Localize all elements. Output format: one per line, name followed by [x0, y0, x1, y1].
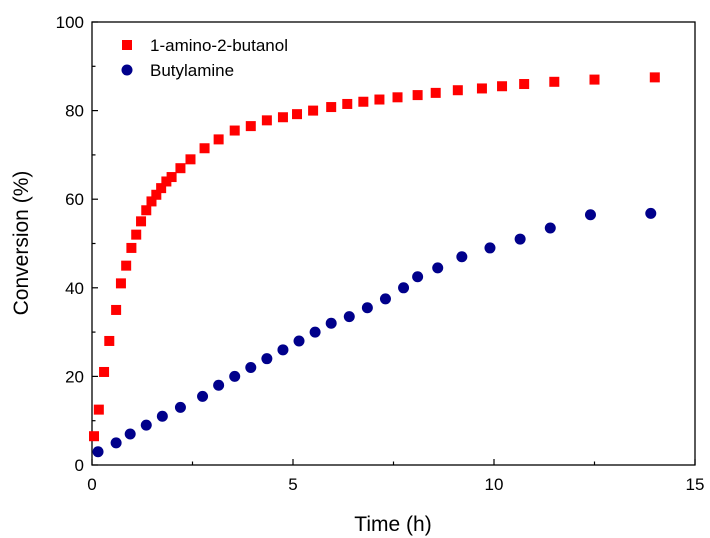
- data-point-square: [111, 304, 122, 315]
- data-point-circle: [124, 428, 136, 440]
- x-tick-label: 10: [485, 475, 504, 494]
- x-tick-label: 15: [686, 475, 705, 494]
- x-tick-label: 5: [288, 475, 297, 494]
- data-point-circle: [309, 326, 321, 338]
- data-point-circle: [156, 410, 168, 422]
- data-marks: [89, 72, 660, 458]
- x-axis-title: Time (h): [354, 513, 431, 536]
- legend-label: 1-amino-2-butanol: [150, 36, 288, 55]
- data-point-circle: [398, 282, 410, 294]
- data-point-circle: [343, 311, 355, 323]
- data-point-circle: [645, 207, 657, 219]
- data-point-square: [452, 85, 463, 96]
- data-point-circle: [361, 302, 373, 314]
- data-point-square: [229, 125, 240, 136]
- data-point-circle: [432, 262, 444, 274]
- legend-marker-circle: [121, 64, 133, 76]
- data-point-square: [213, 134, 224, 145]
- data-point-circle: [174, 401, 186, 413]
- data-point-circle: [229, 370, 241, 382]
- data-point-square: [649, 72, 660, 83]
- data-point-square: [166, 172, 177, 183]
- data-point-square: [292, 109, 303, 120]
- data-point-square: [392, 92, 403, 103]
- data-point-square: [161, 176, 172, 187]
- data-point-square: [245, 121, 256, 132]
- data-point-square: [131, 229, 142, 240]
- data-point-square: [175, 163, 186, 174]
- data-point-circle: [261, 353, 273, 365]
- plot-frame: [91, 21, 696, 466]
- data-point-square: [121, 260, 132, 271]
- y-tick-label: 0: [75, 456, 84, 475]
- data-point-circle: [544, 222, 556, 234]
- data-point-square: [519, 79, 530, 90]
- data-point-square: [326, 102, 337, 113]
- data-point-square: [549, 76, 560, 87]
- data-point-circle: [110, 437, 122, 449]
- data-point-square: [497, 81, 508, 92]
- data-point-square: [412, 90, 423, 101]
- series-square: [89, 72, 660, 442]
- data-point-square: [156, 183, 167, 194]
- data-point-circle: [484, 242, 496, 254]
- data-point-circle: [412, 271, 424, 283]
- data-point-circle: [140, 419, 152, 431]
- y-tick-label: 20: [65, 367, 84, 386]
- data-point-square: [126, 242, 137, 253]
- data-point-circle: [514, 233, 526, 245]
- data-point-square: [146, 196, 157, 207]
- legend-marker-square: [122, 40, 132, 50]
- data-point-square: [115, 278, 126, 289]
- data-point-square: [185, 154, 196, 165]
- data-point-square: [199, 143, 210, 154]
- data-point-square: [589, 74, 600, 85]
- data-point-square: [89, 431, 100, 442]
- data-point-circle: [325, 317, 337, 329]
- y-axis-ticks: 0 20 40 60 80 100: [56, 13, 98, 475]
- series-circle: [92, 207, 657, 458]
- data-point-circle: [584, 209, 596, 221]
- data-point-square: [104, 335, 115, 346]
- y-tick-label: 60: [65, 190, 84, 209]
- data-point-square: [261, 115, 272, 126]
- data-point-square: [308, 105, 319, 116]
- data-point-circle: [293, 335, 305, 347]
- data-point-square: [99, 366, 110, 377]
- data-point-square: [476, 83, 487, 94]
- data-point-circle: [277, 344, 289, 356]
- data-point-circle: [456, 251, 468, 263]
- y-tick-label: 100: [56, 13, 84, 32]
- legend-label: Butylamine: [150, 61, 234, 80]
- data-point-square: [430, 87, 441, 98]
- data-point-circle: [213, 379, 225, 391]
- data-point-square: [136, 216, 147, 227]
- x-tick-label: 0: [87, 475, 96, 494]
- data-point-square: [358, 96, 369, 107]
- data-point-circle: [245, 362, 257, 374]
- legend: 1-amino-2-butanol Butylamine: [121, 36, 288, 80]
- data-point-circle: [92, 446, 104, 458]
- data-point-square: [141, 205, 152, 216]
- data-point-square: [93, 404, 104, 415]
- data-point-square: [277, 112, 288, 123]
- data-point-square: [342, 98, 353, 109]
- y-tick-label: 40: [65, 279, 84, 298]
- data-point-square: [151, 189, 162, 200]
- data-point-circle: [197, 390, 209, 402]
- data-point-circle: [379, 293, 391, 305]
- y-axis-title: Conversion (%): [10, 171, 33, 316]
- data-point-square: [374, 94, 385, 105]
- y-tick-label: 80: [65, 102, 84, 121]
- x-axis-ticks: 0 5 10 15: [87, 459, 704, 494]
